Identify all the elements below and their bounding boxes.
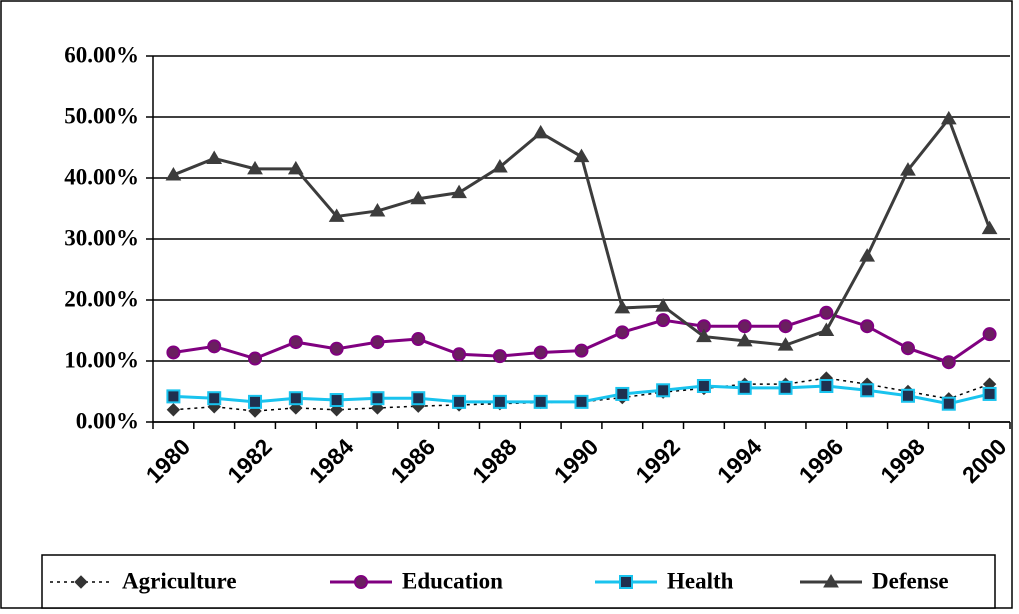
- y-tick-label: 50.00%: [64, 103, 139, 128]
- marker: [900, 388, 915, 403]
- marker: [492, 394, 507, 409]
- marker: [533, 345, 548, 360]
- legend-label: Agriculture: [122, 568, 237, 593]
- marker: [900, 162, 916, 176]
- marker: [736, 332, 753, 347]
- marker: [166, 389, 181, 404]
- marker: [655, 298, 671, 312]
- marker: [533, 394, 548, 409]
- marker: [288, 335, 303, 350]
- marker: [982, 327, 997, 342]
- y-tick-label: 40.00%: [64, 164, 139, 189]
- legend-label: Health: [667, 568, 734, 593]
- marker: [166, 403, 181, 417]
- marker: [696, 328, 712, 343]
- y-tick-label: 0.00%: [76, 408, 139, 433]
- marker: [941, 355, 956, 370]
- marker: [369, 202, 386, 217]
- marker: [452, 347, 467, 362]
- marker: [451, 184, 467, 199]
- marker: [778, 380, 793, 395]
- marker: [940, 110, 957, 125]
- marker: [288, 391, 303, 406]
- marker: [656, 313, 671, 328]
- marker: [823, 574, 839, 588]
- marker: [614, 299, 631, 314]
- marker: [819, 305, 834, 320]
- marker: [818, 322, 835, 336]
- marker: [981, 220, 998, 235]
- marker: [696, 379, 711, 394]
- marker: [370, 391, 385, 406]
- marker: [248, 394, 263, 409]
- marker: [370, 335, 385, 350]
- marker: [615, 325, 630, 340]
- marker: [615, 386, 630, 401]
- marker: [574, 343, 589, 358]
- y-tick-label: 20.00%: [64, 286, 139, 311]
- marker: [248, 351, 263, 366]
- marker: [206, 150, 223, 164]
- marker: [492, 349, 507, 364]
- marker: [573, 148, 590, 163]
- marker: [492, 159, 508, 173]
- marker: [329, 341, 344, 356]
- marker: [411, 332, 426, 347]
- marker: [74, 575, 88, 589]
- marker: [207, 339, 222, 354]
- legend-label: Education: [402, 568, 503, 593]
- marker: [737, 319, 752, 334]
- marker: [859, 248, 876, 262]
- legend-label: Defense: [872, 568, 949, 593]
- marker: [329, 393, 344, 408]
- marker: [532, 124, 549, 139]
- marker: [778, 319, 793, 334]
- marker: [165, 166, 182, 181]
- marker: [737, 380, 752, 395]
- y-tick-label: 10.00%: [64, 347, 139, 372]
- marker: [900, 341, 915, 356]
- marker: [411, 391, 426, 406]
- marker: [619, 575, 633, 589]
- y-tick-label: 30.00%: [64, 225, 139, 250]
- y-tick-label: 60.00%: [64, 42, 139, 67]
- marker: [656, 383, 671, 398]
- marker: [452, 394, 467, 409]
- marker: [166, 345, 181, 360]
- marker: [941, 396, 956, 411]
- marker: [860, 383, 875, 398]
- marker: [247, 160, 263, 175]
- marker: [819, 379, 834, 394]
- marker: [777, 337, 794, 351]
- marker: [410, 190, 427, 205]
- marker: [860, 319, 875, 334]
- marker: [328, 208, 345, 222]
- marker: [207, 391, 222, 406]
- marker: [982, 386, 997, 401]
- marker: [287, 160, 304, 175]
- marker: [574, 394, 589, 409]
- marker: [354, 575, 368, 589]
